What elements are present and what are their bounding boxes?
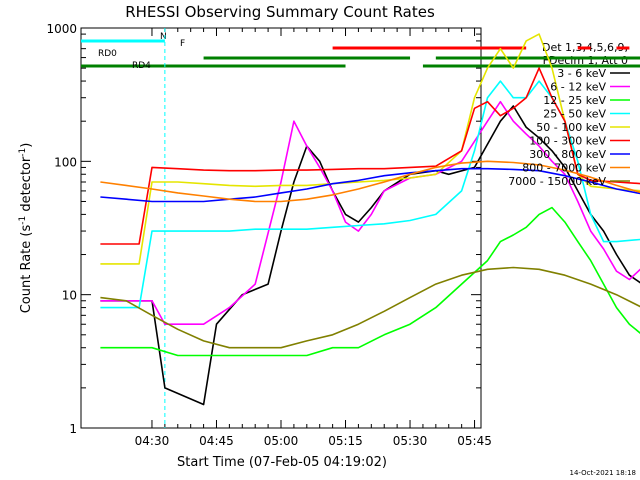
legend-label: 100 - 300 keV — [529, 135, 606, 148]
y-tick-label: 1 — [69, 422, 77, 436]
flag-label-N: N — [160, 32, 167, 42]
series-line-800-7000-kev — [100, 160, 640, 203]
flag-label-F: F — [180, 39, 185, 49]
legend-label: 3 - 6 keV — [557, 67, 606, 80]
x-tick-label: 05:00 — [264, 434, 299, 448]
legend-label: 7000 - 15000 keV — [508, 175, 606, 188]
series-line-6-12-kev — [100, 100, 640, 326]
y-axis-label: Count Rate (s-1 detector-1) — [18, 143, 34, 314]
y-tick-label: 1000 — [46, 22, 77, 36]
vertical-markers — [164, 28, 166, 428]
x-tick-label: 05:30 — [393, 434, 428, 448]
flag-label-RD4: RD4 — [132, 61, 151, 71]
footer-date: 14-Oct-2021 18:18 — [570, 469, 636, 477]
x-tick-label: 05:45 — [457, 434, 492, 448]
legend-label: 12 - 25 keV — [543, 94, 606, 107]
legend-label: 6 - 12 keV — [550, 81, 606, 94]
x-tick-label: 05:15 — [328, 434, 363, 448]
legend-label: 800 - 7000 keV — [522, 162, 606, 175]
legend-label: 50 - 100 keV — [536, 121, 606, 134]
series-line-12-25-kev — [100, 206, 640, 357]
series-line-7000-15000-kev — [100, 266, 640, 349]
legend-label: 25 - 50 keV — [543, 108, 606, 121]
legend-label: 300 - 800 keV — [529, 148, 606, 161]
series-line-50-100-kev — [100, 33, 640, 265]
flag-bars: N F RD0 RD4 — [81, 32, 640, 71]
series-lines — [100, 33, 640, 406]
y-tick-label: 100 — [54, 155, 77, 169]
series-line-3-6-kev — [100, 105, 640, 406]
x-axis-label: Start Time (07-Feb-05 04:19:02) — [177, 455, 387, 470]
flag-label-RD0: RD0 — [98, 49, 117, 59]
axis-ticks: 04:30 04:45 05:00 05:15 05:30 05:45 1 10 100 1000 — [46, 22, 491, 448]
x-tick-label: 04:45 — [199, 434, 234, 448]
y-tick-label: 10 — [62, 289, 77, 303]
series-line-100-300-kev — [100, 67, 640, 245]
chart-title: RHESSI Observing Summary Count Rates — [125, 3, 435, 21]
x-tick-label: 04:30 — [135, 434, 170, 448]
